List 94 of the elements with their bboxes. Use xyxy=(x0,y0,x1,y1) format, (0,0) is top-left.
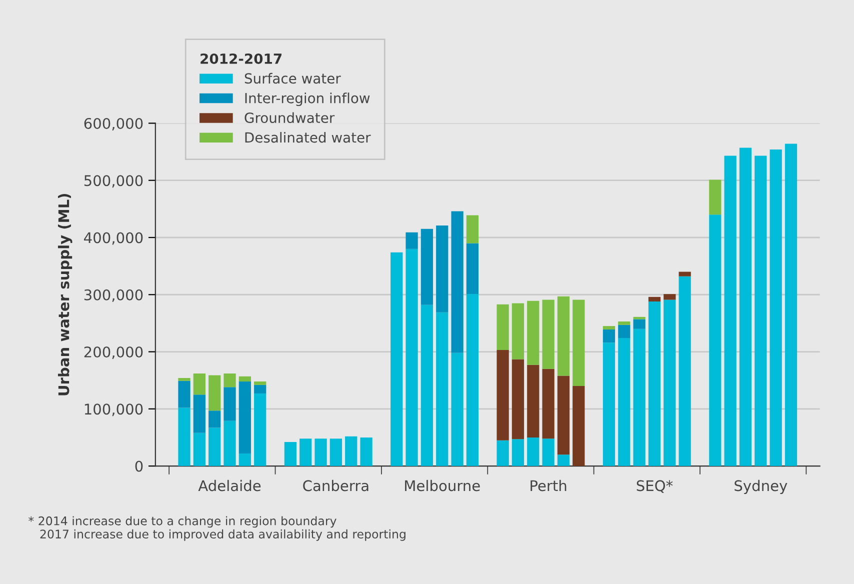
bar xyxy=(208,410,221,428)
legend-label: Groundwater xyxy=(244,112,335,124)
bar xyxy=(284,442,296,466)
bar xyxy=(664,294,676,300)
bar xyxy=(466,215,479,244)
y-tick-label: 500,000 xyxy=(84,175,143,188)
bar xyxy=(542,300,554,369)
legend-label: Inter-region inflow xyxy=(245,92,370,106)
y-axis-title: Urban water supply (ML) xyxy=(58,194,72,396)
bar xyxy=(648,296,661,302)
bar xyxy=(512,439,524,466)
bar xyxy=(512,303,524,360)
bar xyxy=(754,156,767,466)
bar xyxy=(420,304,434,466)
bar xyxy=(557,296,570,376)
bar xyxy=(602,329,616,343)
y-tick-label: 0 xyxy=(135,460,143,472)
bar xyxy=(739,148,752,466)
bar xyxy=(451,352,464,466)
bar xyxy=(678,276,691,466)
bar xyxy=(527,437,540,466)
x-tick-label: Melbourne xyxy=(405,480,480,492)
bar xyxy=(527,300,540,365)
bar xyxy=(178,408,190,466)
x-tick-label: SEQ* xyxy=(636,480,673,493)
bar xyxy=(542,368,554,439)
bar xyxy=(618,324,630,338)
x-tick-label: Perth xyxy=(530,480,566,492)
legend-label: Surface water xyxy=(244,72,341,84)
bar xyxy=(208,428,221,466)
bar xyxy=(709,180,722,215)
y-tick-label: 400,000 xyxy=(84,232,143,245)
bar xyxy=(664,300,676,466)
y-tick-label: 600,000 xyxy=(84,118,143,130)
bar xyxy=(648,301,661,466)
bar xyxy=(406,232,418,249)
bar xyxy=(724,156,736,466)
bar xyxy=(557,454,570,466)
bar xyxy=(678,272,691,276)
bar xyxy=(390,252,403,466)
y-tick-label: 300,000 xyxy=(84,289,143,302)
bar xyxy=(512,359,524,440)
y-tick-label: 200,000 xyxy=(84,346,143,359)
bar xyxy=(633,328,646,466)
x-tick-label: Canberra xyxy=(303,480,368,492)
bar xyxy=(618,338,630,466)
bar xyxy=(466,243,479,294)
bar xyxy=(496,304,509,350)
bar xyxy=(496,440,509,466)
legend-label: Desalinated water xyxy=(245,132,371,143)
bar xyxy=(224,420,236,466)
bar xyxy=(238,376,251,382)
bar xyxy=(193,394,206,433)
bar xyxy=(572,300,585,386)
bar xyxy=(345,436,358,466)
bar xyxy=(224,387,236,421)
bar xyxy=(238,453,251,466)
bar xyxy=(542,438,554,466)
bar xyxy=(451,211,464,353)
bar xyxy=(784,144,798,466)
bar xyxy=(496,350,509,440)
bar xyxy=(420,228,434,305)
bar xyxy=(406,248,418,466)
bar xyxy=(618,321,630,325)
bar xyxy=(633,319,646,329)
bar xyxy=(208,375,221,411)
legend-title: 2012-2017 xyxy=(200,53,282,64)
x-tick-label: Adelaide xyxy=(198,480,261,492)
bar xyxy=(193,432,206,466)
text: * 2014 increase due to a change in region boundary 2017 increase due to improved data availability and reporting xyxy=(28,516,406,541)
bar xyxy=(466,294,479,466)
bar xyxy=(178,380,190,408)
y-tick-label: 100,000 xyxy=(84,404,143,416)
bar xyxy=(360,437,372,466)
bar xyxy=(330,438,342,466)
bar xyxy=(178,378,190,381)
bar xyxy=(436,225,448,312)
bar xyxy=(709,214,722,466)
bar xyxy=(254,381,266,385)
bar xyxy=(770,150,782,466)
bar xyxy=(238,381,251,454)
bar xyxy=(193,373,206,395)
bar xyxy=(254,384,266,394)
bar xyxy=(314,438,327,466)
bar xyxy=(602,326,616,330)
bar xyxy=(224,373,236,388)
bar xyxy=(602,342,616,466)
bar xyxy=(300,438,312,466)
x-tick-label: Sydney xyxy=(734,480,788,494)
bar xyxy=(436,312,448,466)
bar xyxy=(572,386,585,466)
bar xyxy=(254,393,266,466)
bar xyxy=(557,376,570,455)
bar xyxy=(527,364,540,438)
